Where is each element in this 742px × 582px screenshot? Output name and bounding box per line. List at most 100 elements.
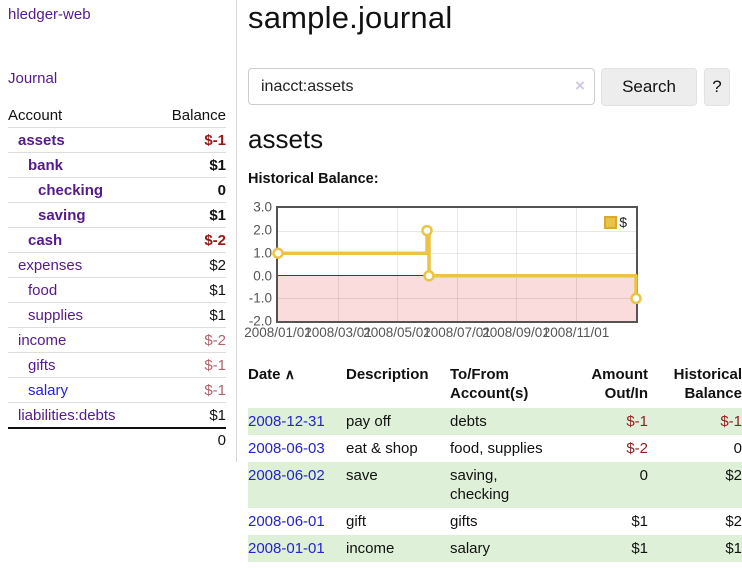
register-row: 2008-12-31 pay off debts $-1 $-1	[248, 408, 742, 435]
transaction-accounts: saving, checking	[450, 467, 510, 503]
legend-label: $	[619, 214, 627, 230]
account-link-expenses[interactable]: expenses	[18, 256, 83, 274]
account-row: expenses $2	[8, 252, 226, 277]
register-col-accounts: To/From Account(s)	[450, 366, 529, 402]
register-row: 2008-06-03 eat & shop food, supplies $-2…	[248, 435, 742, 462]
sort-ascending-icon: ∧	[284, 366, 295, 382]
register-col-balance: Historical Balance	[673, 366, 742, 402]
accounts-total-row: 0	[8, 427, 226, 452]
page-title: sample.journal	[248, 0, 453, 35]
register-row: 2008-06-02 save saving, checking 0 $2	[248, 462, 742, 508]
clear-search-icon[interactable]: ×	[575, 76, 585, 95]
account-link-assets[interactable]: assets	[18, 131, 65, 149]
account-balance: $-1	[204, 381, 226, 399]
transaction-date-link[interactable]: 2008-06-02	[248, 467, 325, 484]
account-balance: $2	[209, 256, 226, 274]
account-balance: $1	[209, 281, 226, 299]
transaction-amount: 0	[639, 467, 648, 484]
account-link-income[interactable]: income	[18, 331, 67, 349]
transaction-balance: $2	[725, 513, 742, 530]
transaction-description: save	[346, 467, 378, 484]
search-button[interactable]: Search	[601, 68, 697, 106]
data-point	[421, 224, 433, 237]
account-link-cash[interactable]: cash	[28, 231, 63, 249]
transaction-description: gift	[346, 513, 367, 530]
accounts-total-value: 0	[217, 432, 226, 449]
y-tick: 2.0	[253, 222, 272, 238]
chart-title: Historical Balance:	[248, 171, 379, 187]
account-row: income $-2	[8, 327, 226, 352]
account-row: assets $-1	[8, 127, 226, 152]
transaction-balance: $2	[725, 467, 742, 484]
account-heading: assets	[248, 124, 324, 154]
transaction-accounts: salary	[450, 540, 491, 557]
account-balance: $-2	[204, 231, 226, 249]
account-row: checking 0	[8, 177, 226, 202]
account-row: gifts $-1	[8, 352, 226, 377]
account-row: bank $1	[8, 152, 226, 177]
x-tick: 2008/03/01	[304, 325, 372, 340]
y-tick: -2.0	[248, 313, 272, 329]
account-row: liabilities:debts $1	[8, 402, 226, 427]
historical-balance-chart: 3.0 2.0 1.0 0.0 -1.0 -2.0 $	[244, 200, 642, 342]
account-balance: $-1	[204, 356, 226, 374]
account-balance: $1	[209, 306, 226, 324]
transaction-accounts: gifts	[450, 513, 478, 530]
transaction-amount: $-1	[626, 413, 648, 430]
account-link-gifts[interactable]: gifts	[28, 356, 56, 374]
y-tick: 3.0	[253, 199, 272, 215]
data-point	[423, 270, 435, 282]
transaction-date-link[interactable]: 2008-12-31	[248, 413, 325, 430]
search-input[interactable]	[248, 68, 595, 105]
transaction-amount: $1	[631, 540, 648, 557]
accounts-table: Account Balance assets $-1 bank $1 checkin…	[8, 103, 226, 452]
chart-legend: $	[604, 214, 627, 230]
legend-swatch-icon	[604, 215, 618, 229]
account-balance: $-2	[204, 331, 226, 349]
x-tick: 2008/05/01	[363, 325, 431, 340]
transaction-amount: $-2	[626, 440, 648, 457]
account-link-checking[interactable]: checking	[38, 181, 104, 199]
x-tick: 2008/07/01	[423, 325, 491, 340]
register-col-amount: Amount Out/In	[591, 366, 648, 402]
accounts-col-balance: Balance	[171, 106, 226, 124]
sidebar: hledger-web Journal Account Balance asse…	[0, 0, 237, 462]
data-point	[630, 292, 642, 305]
account-link-saving[interactable]: saving	[38, 206, 86, 224]
transaction-description: pay off	[346, 413, 391, 430]
register-table: Date ∧ Description To/From Account(s) Am…	[248, 363, 742, 562]
account-row: supplies $1	[8, 302, 226, 327]
transaction-balance: $1	[725, 540, 742, 557]
account-balance: $1	[209, 206, 226, 224]
register-header-row: Date ∧ Description To/From Account(s) Am…	[248, 363, 742, 408]
transaction-date-link[interactable]: 2008-01-01	[248, 540, 325, 557]
register-col-description: Description	[346, 366, 429, 383]
transaction-date-link[interactable]: 2008-06-01	[248, 513, 325, 530]
sidebar-item-journal[interactable]: Journal	[8, 70, 58, 87]
register-row: 2008-01-01 income salary $1 $1	[248, 535, 742, 562]
y-tick: -1.0	[248, 290, 272, 306]
account-balance: $1	[209, 406, 226, 424]
account-link-salary[interactable]: salary	[28, 381, 69, 399]
transaction-date-link[interactable]: 2008-06-03	[248, 440, 325, 457]
register-col-date[interactable]: Date ∧	[248, 366, 295, 383]
transaction-balance: 0	[733, 440, 742, 457]
transaction-description: eat & shop	[346, 440, 418, 457]
x-tick: 2008/09/01	[482, 325, 550, 340]
help-button[interactable]: ?	[704, 68, 730, 106]
account-link-bank[interactable]: bank	[28, 156, 64, 174]
chart-plot-area: $	[272, 206, 642, 323]
account-link-liabilities-debts[interactable]: liabilities:debts	[18, 406, 116, 424]
account-row: salary $-1	[8, 377, 226, 402]
app-brand-link[interactable]: hledger-web	[8, 6, 91, 23]
balance-line-series	[272, 224, 642, 305]
x-tick: 2008/01/01	[244, 325, 312, 340]
account-link-food[interactable]: food	[28, 281, 58, 299]
account-link-supplies[interactable]: supplies	[28, 306, 84, 324]
data-point	[272, 247, 284, 259]
account-row: cash $-2	[8, 227, 226, 252]
transaction-balance: $-1	[720, 413, 742, 430]
register-row: 2008-06-01 gift gifts $1 $2	[248, 508, 742, 535]
y-tick: 1.0	[253, 245, 272, 261]
y-tick: 0.0	[253, 268, 272, 284]
